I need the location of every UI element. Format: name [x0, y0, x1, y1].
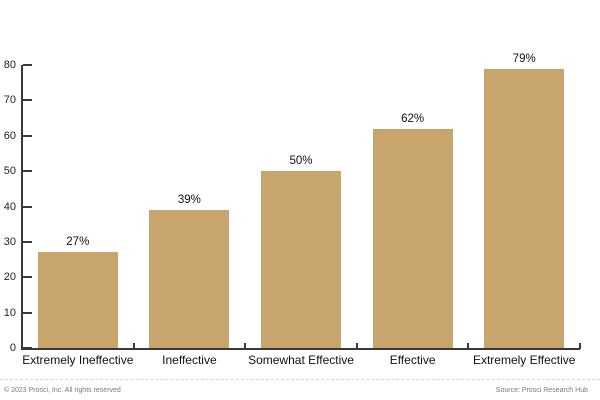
bar-value-label: 27%	[66, 236, 90, 249]
copyright-text: © 2023 Prosci, Inc. All rights reserved	[4, 387, 121, 394]
category-label: Somewhat Effective	[248, 353, 354, 367]
x-tick	[579, 343, 581, 349]
footer-divider	[0, 379, 600, 380]
bar-extremely-effective	[484, 68, 565, 348]
y-tick	[23, 205, 32, 208]
x-axis-line	[21, 348, 580, 350]
y-tick	[23, 134, 32, 137]
y-tick-label: 60	[3, 129, 16, 142]
category-label: Extremely Effective	[472, 353, 576, 367]
category-label: Ineffective	[162, 353, 217, 367]
bar-value-label: 62%	[401, 112, 425, 125]
bar-value-label: 39%	[177, 194, 201, 207]
y-axis-line	[21, 65, 23, 350]
bar-somewhat-effective	[261, 171, 341, 348]
y-tick-label: 20	[3, 271, 16, 284]
x-tick	[355, 343, 358, 349]
x-tick	[467, 343, 470, 349]
y-tick-label: 80	[3, 59, 16, 71]
y-tick	[23, 276, 32, 279]
y-tick-label: 30	[3, 235, 16, 248]
y-tick	[23, 311, 32, 314]
y-tick	[23, 240, 32, 243]
y-tick	[23, 347, 32, 349]
x-tick	[132, 343, 135, 349]
y-tick-label: 50	[3, 165, 16, 178]
y-tick-label: 70	[3, 94, 16, 107]
bar-value-label: 50%	[289, 155, 313, 168]
y-tick	[23, 170, 32, 173]
y-tick-label: 40	[3, 200, 16, 213]
x-tick	[244, 343, 247, 349]
y-tick	[23, 99, 32, 102]
bar-effective	[372, 128, 453, 348]
y-tick-label: 10	[3, 306, 16, 319]
bar-value-label: 79%	[512, 52, 536, 65]
category-label: Extremely Ineffective	[22, 353, 134, 367]
bar-ineffective	[149, 210, 230, 348]
source-text: Source: Prosci Research Hub	[495, 387, 588, 394]
y-tick	[23, 64, 32, 66]
category-label: Effective	[389, 353, 436, 367]
bar-extremely-ineffective	[37, 252, 118, 348]
y-tick-label: 0	[9, 342, 16, 354]
